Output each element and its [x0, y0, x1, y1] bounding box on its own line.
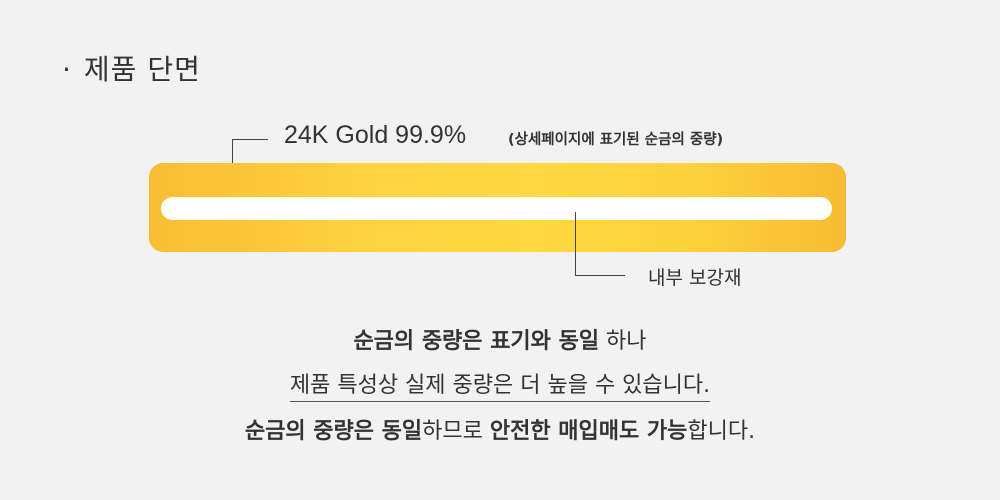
gold-layer-label: 24K Gold 99.9% [284, 121, 467, 149]
section-title: · 제품 단면 [62, 48, 201, 88]
description-line-3: 순금의 중량은 동일하므로 안전한 매입매도 가능합니다. [0, 413, 1000, 445]
gold-callout-line-vertical [232, 139, 233, 163]
inner-layer-label: 내부 보강재 [648, 267, 742, 289]
description-line-1-normal: 하나 [599, 329, 647, 354]
gold-layer-note: (상세페이지에 표기된 순금의 중량) [508, 132, 724, 148]
description-line-3-normal-1: 하므로 [422, 419, 490, 444]
description-line-3-bold-1: 순금의 중량은 동일 [244, 419, 423, 444]
description-line-1-bold: 순금의 중량은 표기와 동일 [353, 329, 600, 354]
inner-callout-line-horizontal [575, 275, 625, 276]
section-title-text: 제품 단면 [83, 53, 201, 86]
description-line-2-text: 제품 특성상 실제 중량은 더 높을 수 있습니다. [289, 373, 711, 402]
description-line-1: 순금의 중량은 표기와 동일 하나 [0, 323, 1000, 355]
inner-callout-line-vertical [575, 212, 576, 276]
description-line-3-normal-2: 합니다. [687, 419, 756, 444]
bullet: · [62, 53, 72, 86]
description-line-3-bold-2: 안전한 매입매도 가능 [489, 419, 688, 444]
gold-callout-line-horizontal [232, 139, 268, 140]
inner-reinforcement-core [161, 197, 832, 220]
description-line-2: 제품 특성상 실제 중량은 더 높을 수 있습니다. [0, 367, 1000, 402]
